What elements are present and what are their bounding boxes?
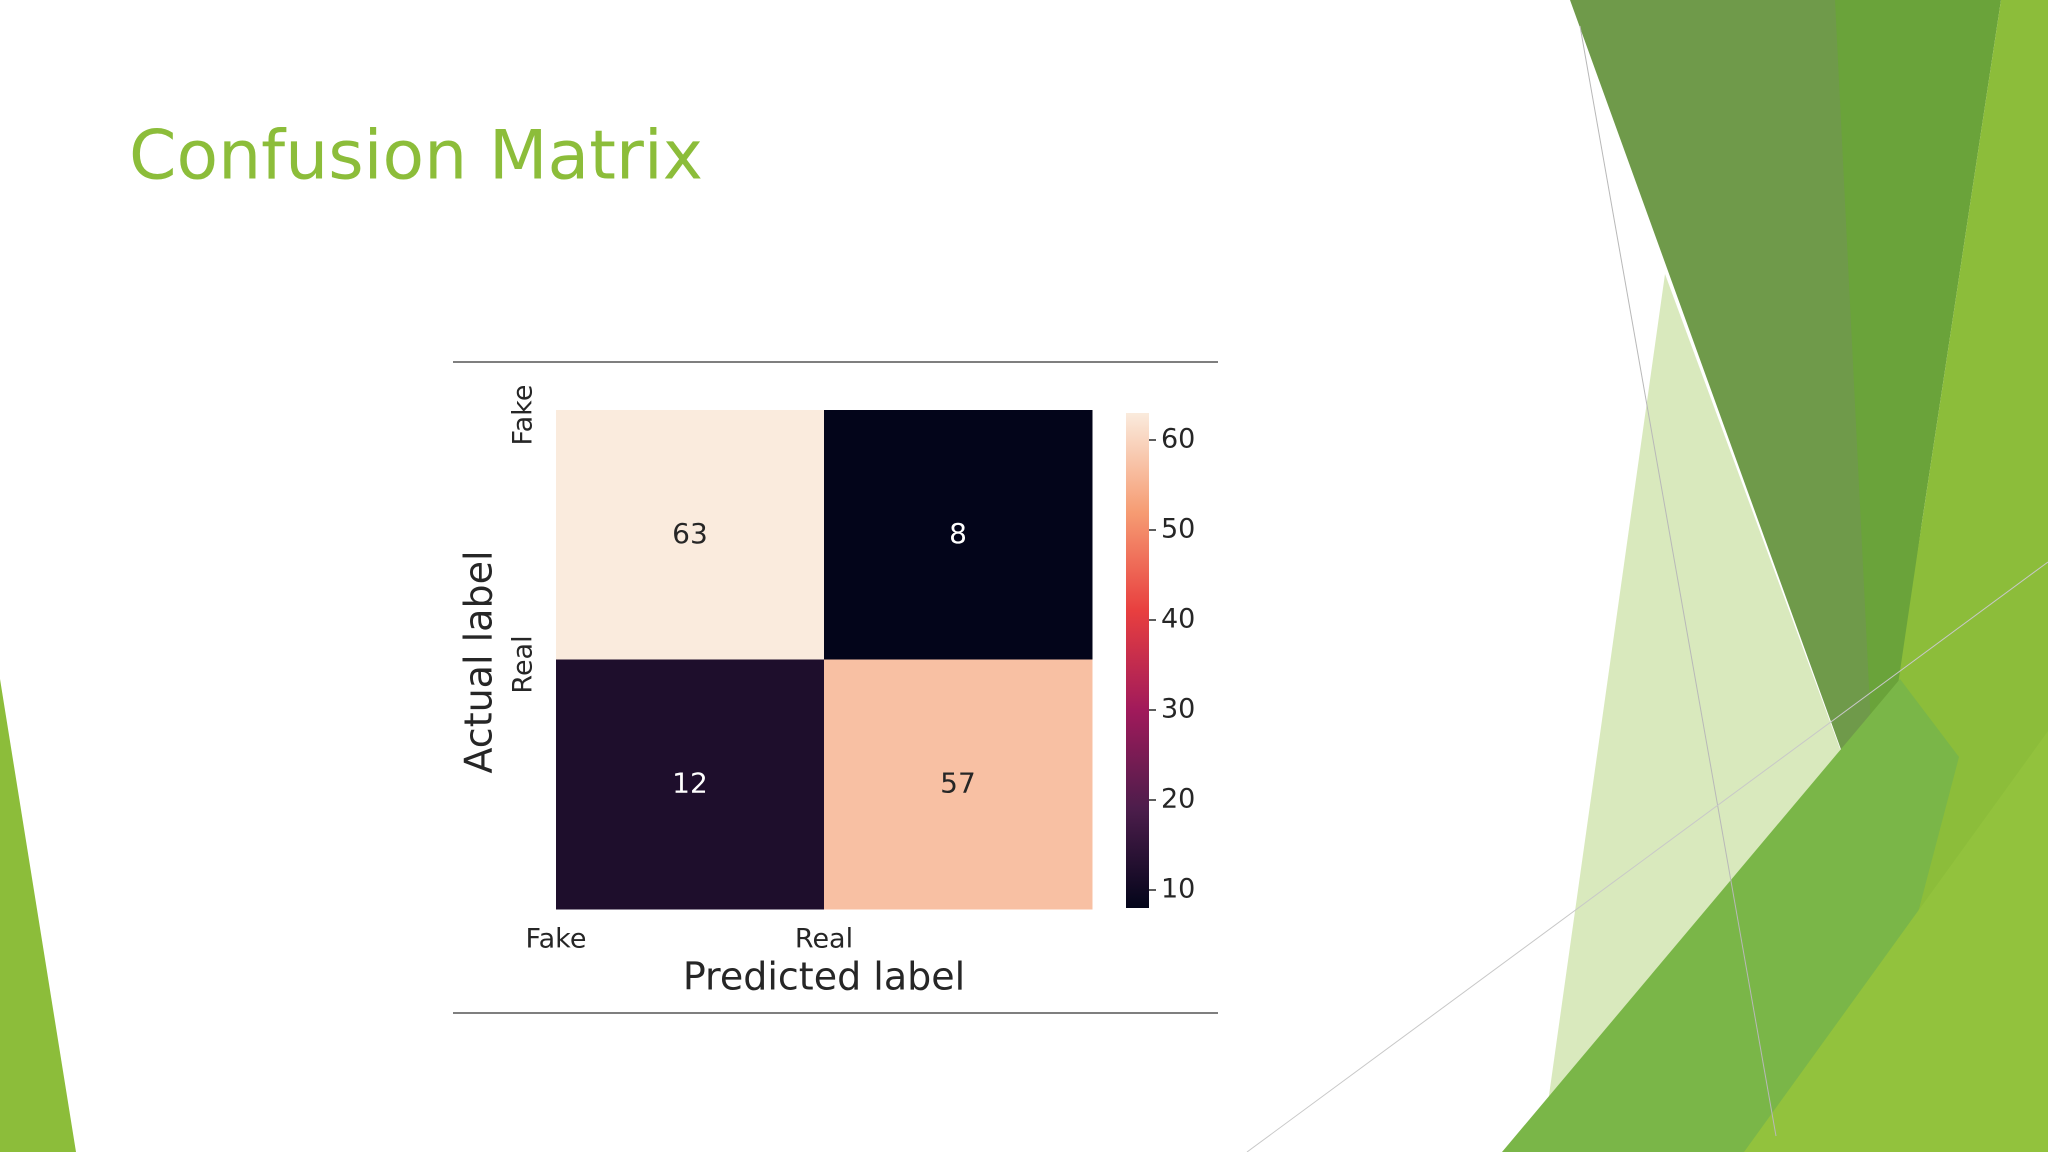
heatmap-cell <box>556 659 825 910</box>
colorbar-tick-label: 20 <box>1161 784 1195 815</box>
colorbar <box>1126 413 1149 908</box>
colorbar-tick-label: 60 <box>1161 424 1195 455</box>
x-tick-label: Real <box>795 924 853 955</box>
x-axis-label: Predicted label <box>683 955 965 999</box>
x-tick-label: Fake <box>526 924 587 955</box>
colorbar-tick-label: 10 <box>1161 874 1195 905</box>
colorbar-tick-label: 50 <box>1161 514 1195 545</box>
cell-label: 8 <box>949 517 967 550</box>
heatmap-cell <box>824 659 1093 910</box>
slide-title: Confusion Matrix <box>129 117 703 196</box>
colorbar-tick-label: 40 <box>1161 604 1195 635</box>
heatmap-cell <box>824 410 1093 660</box>
cell-label: 12 <box>672 766 708 799</box>
y-tick-label: Fake <box>508 385 539 446</box>
heatmap-cell <box>556 410 825 660</box>
cell-label: 57 <box>940 766 976 799</box>
y-axis-label: Actual label <box>457 550 501 773</box>
colorbar-tick-label: 30 <box>1161 694 1195 725</box>
y-tick-label: Real <box>508 635 539 693</box>
cell-label: 63 <box>672 517 708 550</box>
